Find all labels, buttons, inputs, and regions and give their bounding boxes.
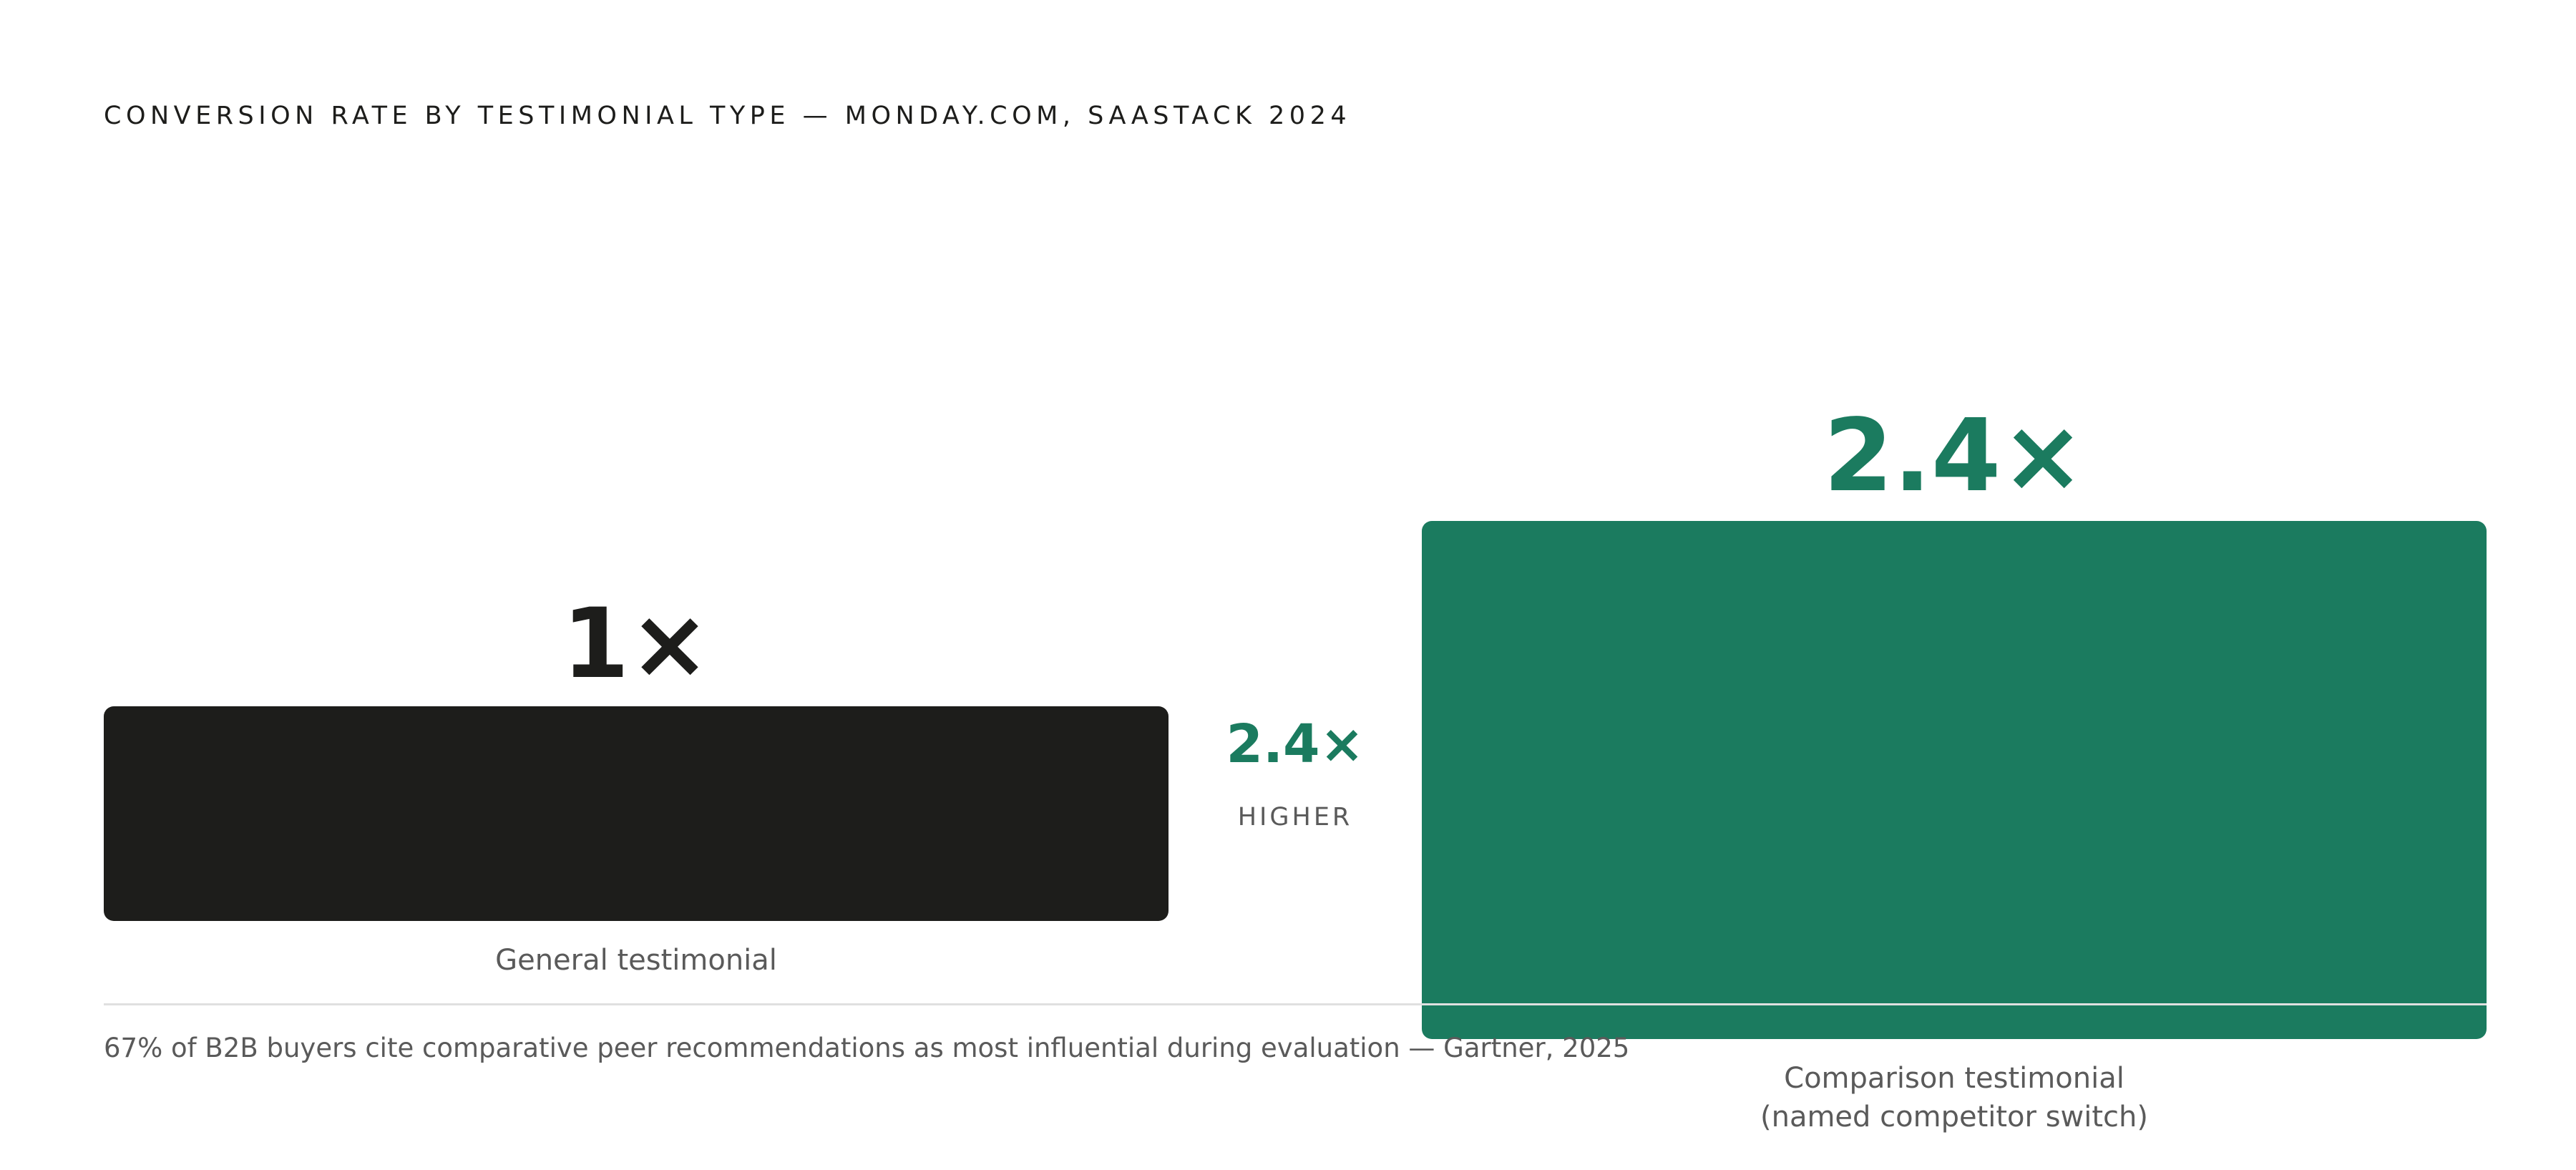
bar-value-general: 1× — [562, 588, 711, 700]
bar-value-comparison: 2.4× — [1823, 398, 2085, 515]
source-footnote: 67% of B2B buyers cite comparative peer … — [104, 1033, 1630, 1063]
chart-title: CONVERSION RATE BY TESTIMONIAL TYPE — MO… — [104, 102, 1352, 130]
comparison-multiplier: 2.4× — [1226, 713, 1365, 775]
comparison-multiplier-label: HIGHER — [1237, 803, 1353, 832]
bar-comparison — [1422, 521, 2487, 1039]
bar-general — [104, 706, 1169, 921]
footnote-divider — [104, 1003, 2487, 1005]
category-label-general: General testimonial — [495, 944, 777, 977]
category-label-comparison: Comparison testimonial (named competitor… — [1760, 1062, 2148, 1134]
